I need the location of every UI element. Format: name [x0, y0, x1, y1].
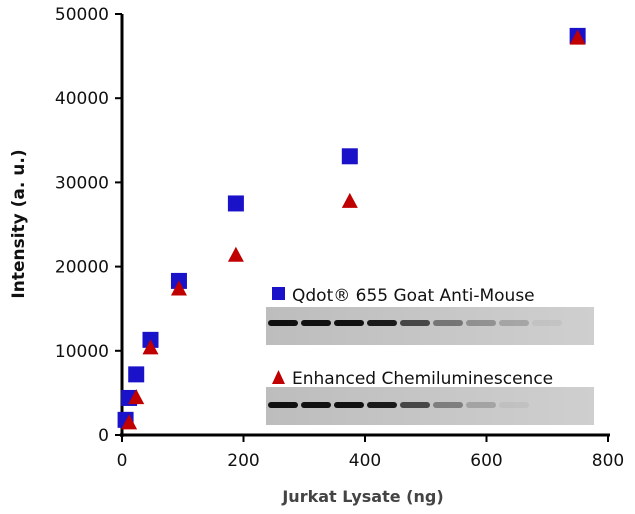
x-tick-label: 800: [592, 451, 624, 471]
blot-image-ecl: [266, 387, 594, 425]
data-points: [117, 27, 586, 430]
y-axis-label: Intensity (a. u.): [9, 149, 29, 298]
y-tick-label: 10000: [55, 342, 109, 362]
y-tick-label: 20000: [55, 258, 109, 278]
data-point-triangle: [569, 29, 586, 45]
blot-band: [268, 320, 298, 326]
blot-band: [499, 320, 529, 326]
x-tick-label: 200: [227, 451, 259, 471]
data-point-triangle: [170, 280, 187, 296]
data-point-square: [341, 148, 358, 165]
blot-band: [334, 402, 364, 408]
blot-band: [301, 402, 331, 408]
blot-band: [433, 402, 463, 408]
blot-band: [367, 320, 397, 326]
data-point-triangle: [142, 339, 159, 355]
x-tick-label: 600: [470, 451, 502, 471]
x-tick-label: 0: [117, 451, 128, 471]
y-tick-label: 30000: [55, 173, 109, 193]
blot-band: [532, 320, 562, 326]
legend-label-ecl: Enhanced Chemiluminescence: [292, 369, 553, 389]
blot-band: [400, 320, 430, 326]
blot-band: [268, 402, 298, 408]
data-point-triangle: [121, 414, 138, 430]
legend-label-qdot: Qdot® 655 Goat Anti-Mouse: [292, 286, 535, 306]
blot-band: [334, 320, 364, 326]
blot-band: [433, 320, 463, 326]
legend-square-marker: [272, 287, 285, 300]
y-tick-label: 0: [98, 426, 109, 446]
blot-band: [466, 320, 496, 326]
data-point-triangle: [128, 389, 145, 405]
data-point-square: [128, 366, 145, 383]
blot-band: [301, 320, 331, 326]
blot-image-qdot: [266, 307, 594, 345]
blot-band: [400, 402, 430, 408]
axes: 0 200 400 600 800 0 10000 20000 30000 40000 50000: [55, 5, 624, 471]
blot-band: [367, 402, 397, 408]
y-tick-label: 50000: [55, 5, 109, 25]
blot-band: [499, 402, 529, 408]
y-tick-label: 40000: [55, 89, 109, 109]
blot-band: [466, 402, 496, 408]
western-blot-images: [266, 307, 594, 425]
x-axis-label: Jurkat Lysate (ng): [281, 487, 443, 506]
data-point-square: [227, 195, 244, 212]
x-tick-label: 400: [349, 451, 381, 471]
legend: Qdot® 655 Goat Anti-Mouse Enhanced Chemi…: [272, 286, 553, 389]
legend-triangle-marker: [272, 370, 285, 384]
data-point-triangle: [227, 246, 244, 262]
data-point-triangle: [341, 192, 358, 208]
